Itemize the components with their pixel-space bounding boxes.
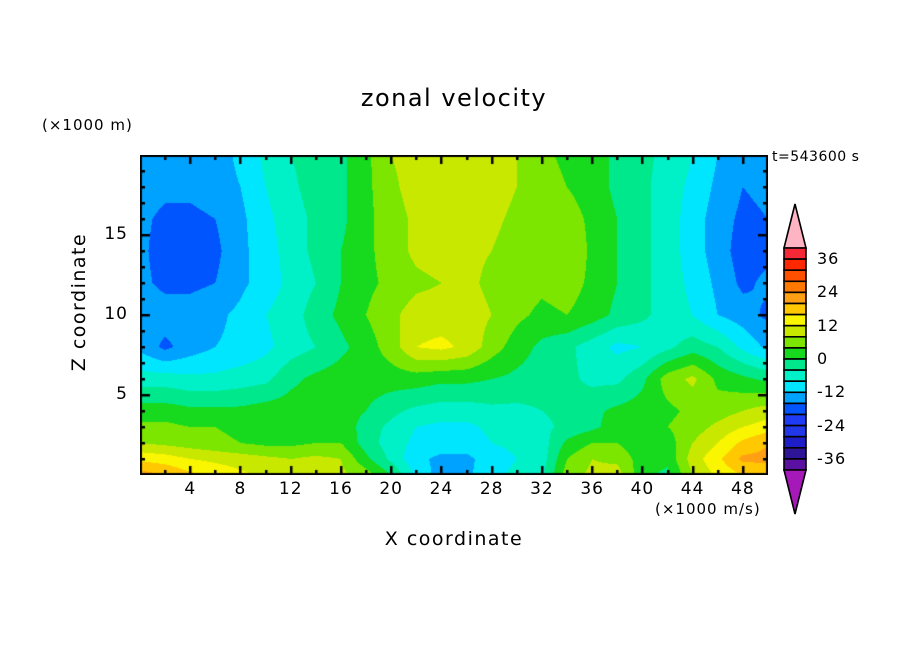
colorbar-under-range-arrow: [782, 469, 808, 515]
colorbar-tick-label: -24: [817, 415, 847, 435]
colorbar-over-range-arrow: [782, 203, 808, 249]
x-tick-label: 48: [731, 479, 755, 499]
timestamp-label: t=543600 s: [772, 149, 860, 165]
x-tick-label: 32: [530, 479, 554, 499]
colorbar-unit-label: (×1000 m/s): [655, 500, 761, 518]
y-axis-unit-label: (×1000 m): [42, 116, 133, 134]
z-tick-label: 15: [104, 224, 128, 244]
colorbar-swatch: [783, 380, 807, 394]
colorbar-swatch: [783, 424, 807, 438]
z-tick-label: 10: [104, 304, 128, 324]
colorbar-swatch: [783, 413, 807, 427]
plot-title: zonal velocity: [360, 84, 548, 112]
colorbar-swatch: [783, 247, 807, 260]
colorbar-tick-label: 12: [817, 315, 840, 335]
x-tick-label: 36: [580, 479, 604, 499]
x-tick-label: 16: [329, 479, 353, 499]
colorbar-tick-label: 24: [817, 282, 840, 302]
colorbar-swatch: [783, 324, 807, 338]
colorbar-swatch: [783, 313, 807, 327]
x-tick-label: 44: [680, 479, 705, 499]
colorbar-swatch: [783, 291, 807, 305]
colorbar-swatch: [783, 302, 807, 316]
x-axis-title: X coordinate: [384, 528, 524, 550]
z-tick-label: 5: [116, 384, 128, 404]
x-tick-label: 20: [379, 479, 403, 499]
colorbar-tick-label: -36: [817, 448, 847, 468]
colorbar-swatch: [783, 391, 807, 405]
x-tick-label: 28: [479, 479, 504, 499]
colorbar-swatch: [783, 280, 807, 294]
colorbar-swatch: [783, 258, 807, 271]
colorbar-swatch: [783, 358, 807, 371]
x-tick-label: 12: [278, 479, 303, 499]
x-tick-label: 4: [184, 479, 197, 499]
colorbar-tick-label: -12: [817, 382, 847, 402]
colorbar-tick-label: 0: [817, 349, 829, 368]
x-tick-label: 40: [630, 479, 655, 499]
colorbar-swatch: [783, 447, 807, 460]
colorbar-swatch: [783, 435, 807, 449]
colorbar-tick-label: 36: [817, 249, 840, 269]
colorbar-swatch: [783, 336, 807, 349]
colorbar-swatch: [783, 458, 807, 471]
z-axis-title: Z coordinate: [68, 232, 90, 372]
x-tick-label: 8: [234, 479, 247, 499]
x-tick-label: 24: [429, 479, 454, 499]
colorbar-swatch: [783, 369, 807, 383]
colorbar-swatch: [783, 269, 807, 283]
colorbar: [782, 203, 808, 515]
colorbar-swatch: [783, 347, 807, 360]
colorbar-swatch: [783, 402, 807, 416]
contour-plot-canvas: [140, 155, 768, 475]
